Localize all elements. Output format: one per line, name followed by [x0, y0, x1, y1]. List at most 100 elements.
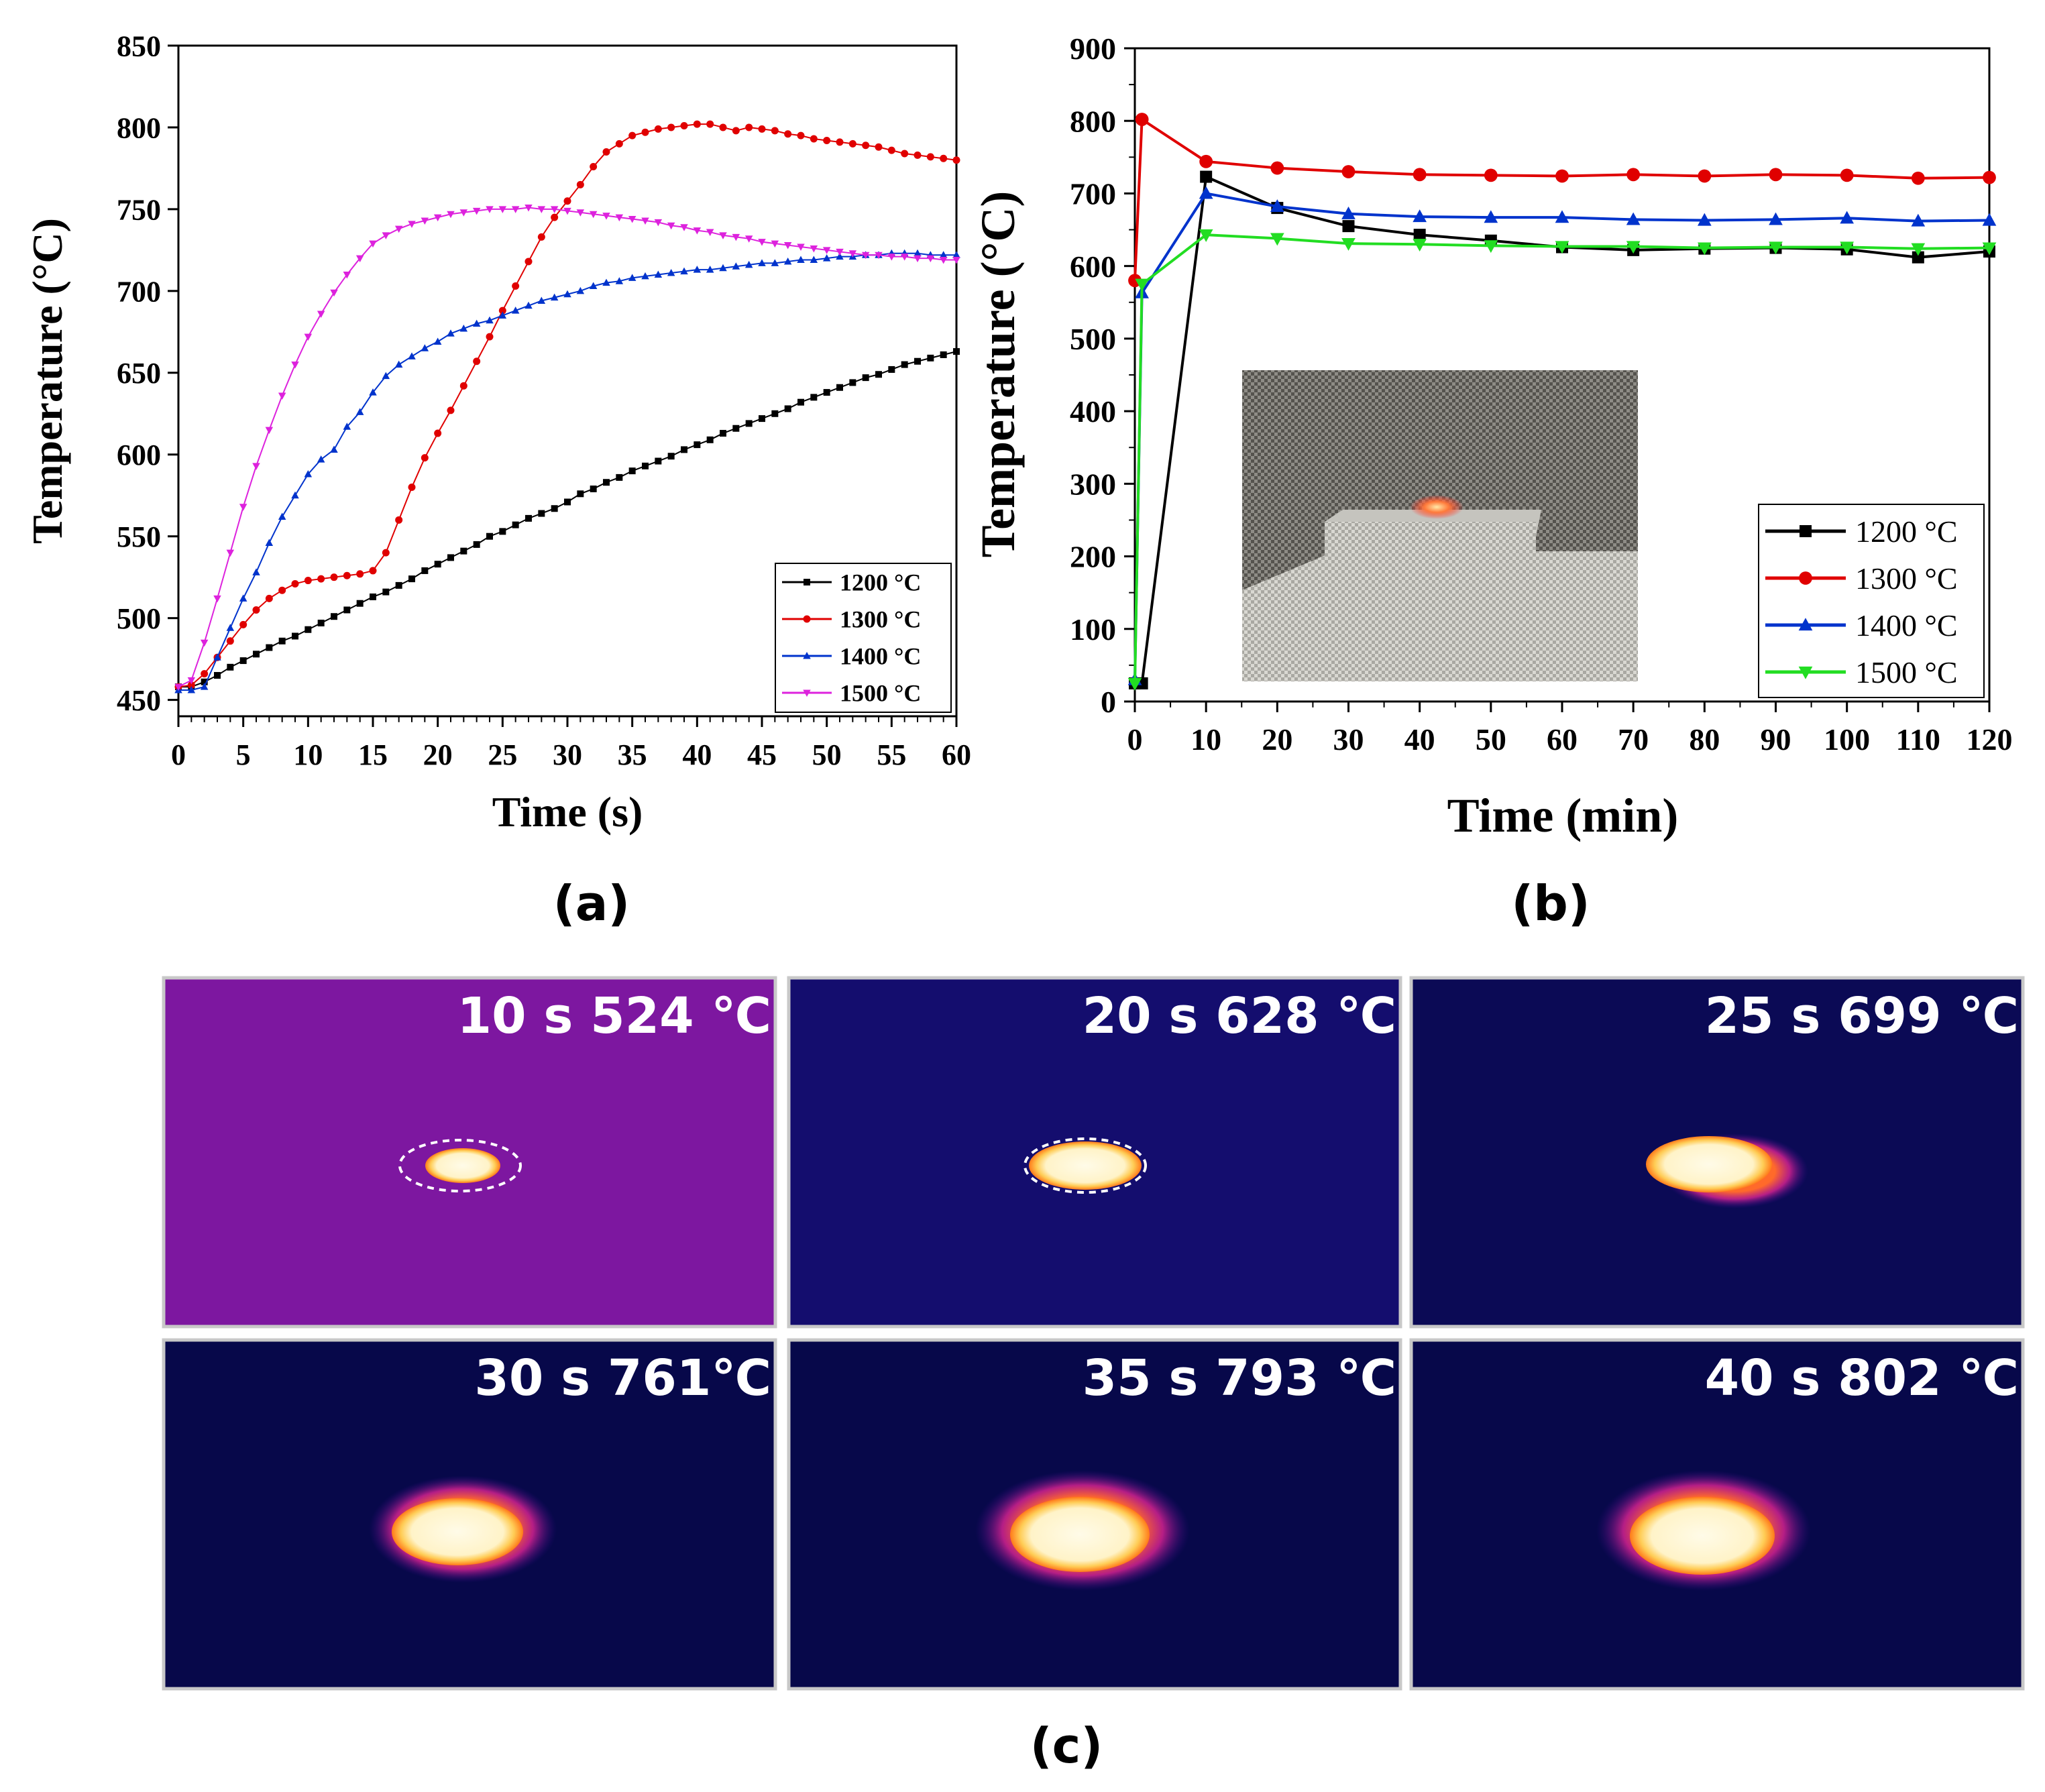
data-point	[576, 180, 584, 188]
legend-marker	[803, 615, 811, 623]
x-tick-label: 35	[618, 738, 647, 771]
x-tick-label: 60	[1547, 722, 1578, 757]
data-point	[370, 593, 376, 600]
x-tick-label: 55	[877, 738, 906, 771]
data-point	[472, 319, 481, 327]
legend-label: 1300 °C	[840, 606, 921, 633]
data-point	[459, 382, 467, 390]
data-point	[693, 120, 701, 128]
data-point	[498, 311, 507, 319]
data-point	[1199, 154, 1213, 168]
chart-a-x-label: Time (s)	[492, 788, 643, 836]
data-point	[616, 473, 623, 481]
data-point	[382, 232, 390, 239]
thermal-frame-30s-label: 30 s 761℃	[474, 1349, 771, 1407]
data-point	[265, 427, 274, 435]
data-point	[797, 256, 805, 264]
legend-label: 1300 °C	[1855, 561, 1958, 596]
data-point	[1555, 169, 1569, 183]
chart-b-x-label: Time (min)	[1447, 789, 1679, 842]
data-point	[433, 214, 442, 222]
x-tick-label: 0	[171, 738, 186, 771]
data-point	[901, 361, 908, 368]
y-tick-label: 450	[117, 684, 161, 717]
thermal-frame-35s: 35 s 793 ℃	[787, 1338, 1402, 1691]
data-point	[252, 463, 260, 470]
data-point	[823, 389, 830, 396]
data-point	[589, 211, 598, 219]
y-tick-label: 650	[117, 357, 161, 390]
y-tick-label: 500	[1070, 322, 1116, 356]
data-point	[253, 651, 260, 658]
chart-a-y-axis: 450 500 550 600 650 700 750 800 850	[117, 30, 178, 717]
x-tick-label: 70	[1618, 722, 1649, 757]
data-point	[628, 131, 637, 139]
panel-b-label: (b)	[1511, 875, 1590, 932]
data-point	[926, 255, 935, 263]
thermal-frame-10s-label: 10 s 524 ℃	[457, 987, 771, 1045]
data-point	[395, 581, 402, 589]
data-point	[1555, 210, 1569, 223]
x-tick-label: 25	[488, 738, 517, 771]
thermal-frame-20s-label: 20 s 628 ℃	[1083, 987, 1396, 1045]
y-tick-label: 800	[117, 111, 161, 144]
data-point	[590, 162, 598, 170]
data-point	[239, 594, 247, 602]
data-point	[576, 209, 585, 217]
data-point	[213, 595, 221, 603]
chart-a: 0 5 10 15 20 25 30 35 40 45 50 55 60 450 500 550 600 650…	[23, 30, 971, 932]
data-point	[447, 554, 454, 561]
data-point	[1484, 210, 1498, 223]
legend-label: 1500 °C	[1855, 655, 1958, 689]
thermal-frame-25s: 25 s 699 ℃	[1409, 976, 2025, 1329]
data-point	[784, 130, 792, 138]
data-point	[187, 681, 195, 689]
data-point	[1626, 168, 1641, 182]
data-point	[940, 154, 948, 162]
panel-a-label: (a)	[553, 875, 630, 932]
data-point	[498, 206, 507, 213]
legend-marker	[1799, 571, 1812, 585]
data-point	[239, 504, 247, 511]
series-line-1400	[1134, 192, 1990, 680]
data-point	[642, 462, 649, 469]
y-tick-label: 900	[1070, 32, 1116, 66]
data-point	[849, 379, 856, 386]
data-point	[486, 533, 493, 540]
data-point	[615, 214, 624, 222]
x-tick-label: 120	[1967, 722, 2013, 757]
data-point	[304, 333, 313, 341]
data-point	[797, 243, 805, 251]
data-point	[758, 239, 766, 246]
data-point	[408, 575, 415, 583]
series-line-1200	[1135, 174, 1990, 685]
data-point	[551, 505, 558, 512]
data-point	[278, 586, 286, 594]
data-point	[667, 123, 675, 131]
data-point	[862, 374, 869, 382]
data-point	[356, 600, 364, 607]
data-point	[447, 329, 455, 337]
data-point	[654, 270, 663, 278]
data-point	[317, 619, 325, 626]
data-point	[421, 454, 429, 462]
chart-a-x-axis: 0 5 10 15 20 25 30 35 40 45 50 55 60	[171, 716, 971, 771]
chart-a-y-label: Temperature (°C)	[23, 218, 71, 544]
data-point	[953, 348, 960, 355]
data-point	[252, 568, 260, 575]
data-point	[655, 457, 662, 465]
data-point	[201, 670, 209, 678]
data-point	[862, 142, 870, 150]
data-point	[537, 296, 546, 304]
data-point	[1270, 199, 1284, 213]
data-point	[667, 269, 675, 276]
data-point	[227, 663, 234, 671]
data-point	[187, 685, 196, 693]
data-point	[239, 620, 247, 628]
data-point	[317, 575, 325, 583]
data-point	[369, 567, 377, 575]
data-point	[200, 683, 209, 690]
data-point	[706, 436, 714, 443]
data-point	[1484, 168, 1498, 182]
data-point	[771, 259, 779, 266]
